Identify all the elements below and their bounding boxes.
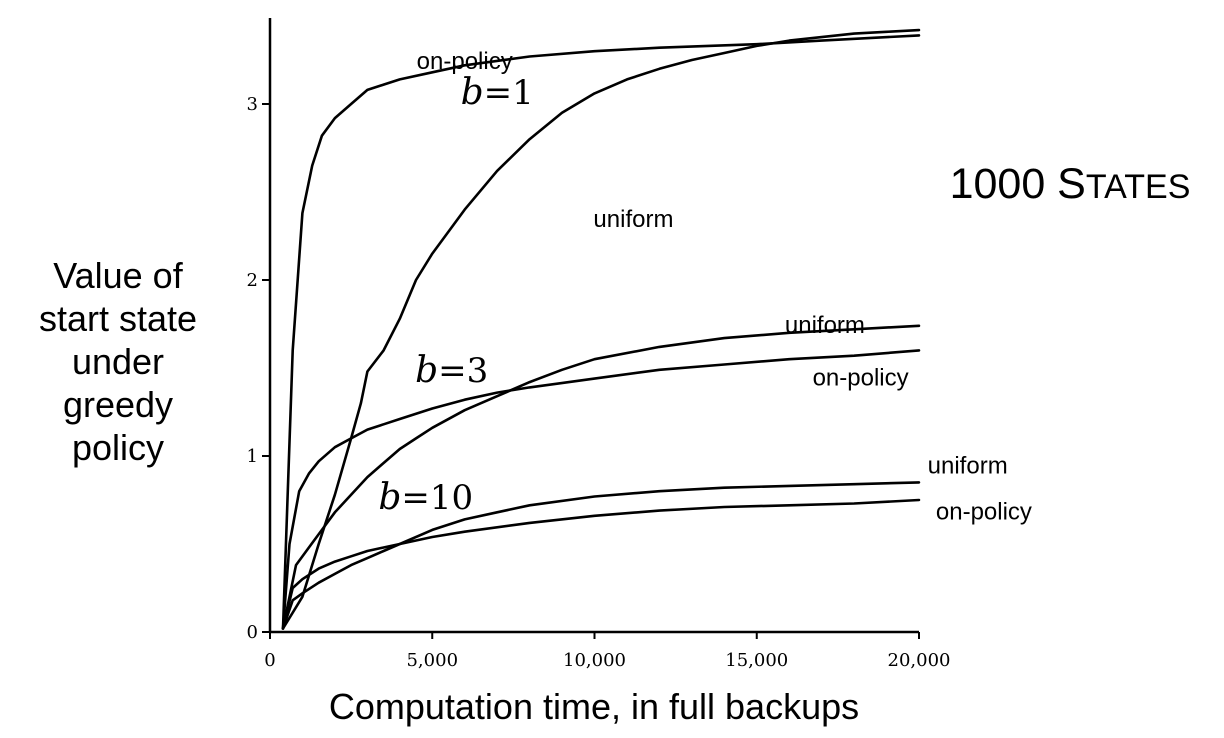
chart-title-prefix: 1000 S — [950, 160, 1086, 208]
branch-label: b=3 — [415, 350, 488, 391]
y-axis-label-line: policy — [72, 427, 164, 468]
y-tick-label: 1 — [247, 446, 258, 467]
curve-label: uniform — [785, 312, 865, 339]
curve-label: on-policy — [417, 48, 513, 75]
y-ticks: 0 1 2 3 — [247, 94, 270, 643]
branch-label: b=10 — [378, 477, 473, 518]
branch-label-prefix: b — [415, 350, 438, 391]
branch-label-value: =3 — [438, 351, 488, 391]
branch-label-value: =10 — [401, 478, 473, 518]
series-line-b1-uniform — [281, 28, 921, 630]
x-tick-label: 20,000 — [888, 650, 951, 671]
x-tick-label: 10,000 — [563, 650, 626, 671]
branch-label-prefix: b — [378, 477, 401, 518]
y-axis-label: Value of start state under greedy policy — [39, 255, 197, 468]
y-tick-label: 3 — [247, 94, 258, 115]
y-axis-label-line: start state — [39, 298, 197, 339]
branch-label-prefix: b — [461, 72, 484, 113]
series-line-b10-on-policy — [281, 498, 921, 630]
y-axis-label-line: greedy — [63, 384, 173, 425]
curve-label: uniform — [928, 453, 1008, 480]
x-tick-label: 5,000 — [406, 650, 458, 671]
series-group — [281, 28, 921, 630]
x-tick-label: 0 — [264, 650, 275, 671]
series-line-b1-on-policy — [281, 34, 921, 630]
curve-label: uniform — [593, 206, 673, 233]
y-axis-label-line: Value of — [53, 255, 183, 296]
curve-label: on-policy — [936, 498, 1032, 525]
branch-label: b=1 — [461, 72, 534, 113]
x-tick-label: 15,000 — [725, 650, 788, 671]
y-axis-label-line: under — [72, 341, 164, 382]
curve-label: on-policy — [813, 365, 909, 392]
branch-label-value: =1 — [484, 73, 534, 113]
x-axis-label: Computation time, in full backups — [329, 686, 859, 727]
branch-labels: b=1b=3b=10 — [378, 72, 533, 518]
series-line-b3-on-policy — [281, 349, 921, 630]
series-line-b3-uniform — [281, 324, 921, 630]
x-ticks: 0 5,000 10,000 15,000 20,000 — [264, 632, 950, 671]
y-tick-label: 0 — [247, 622, 258, 643]
y-tick-label: 2 — [247, 270, 258, 291]
series-line-b10-uniform — [281, 481, 921, 630]
chart-title-suffix: TATES — [1086, 168, 1191, 206]
chart-title: 1000 STATES — [950, 160, 1191, 208]
curve-labels: on-policy uniform uniform on-policy uniform o… — [417, 48, 1032, 526]
